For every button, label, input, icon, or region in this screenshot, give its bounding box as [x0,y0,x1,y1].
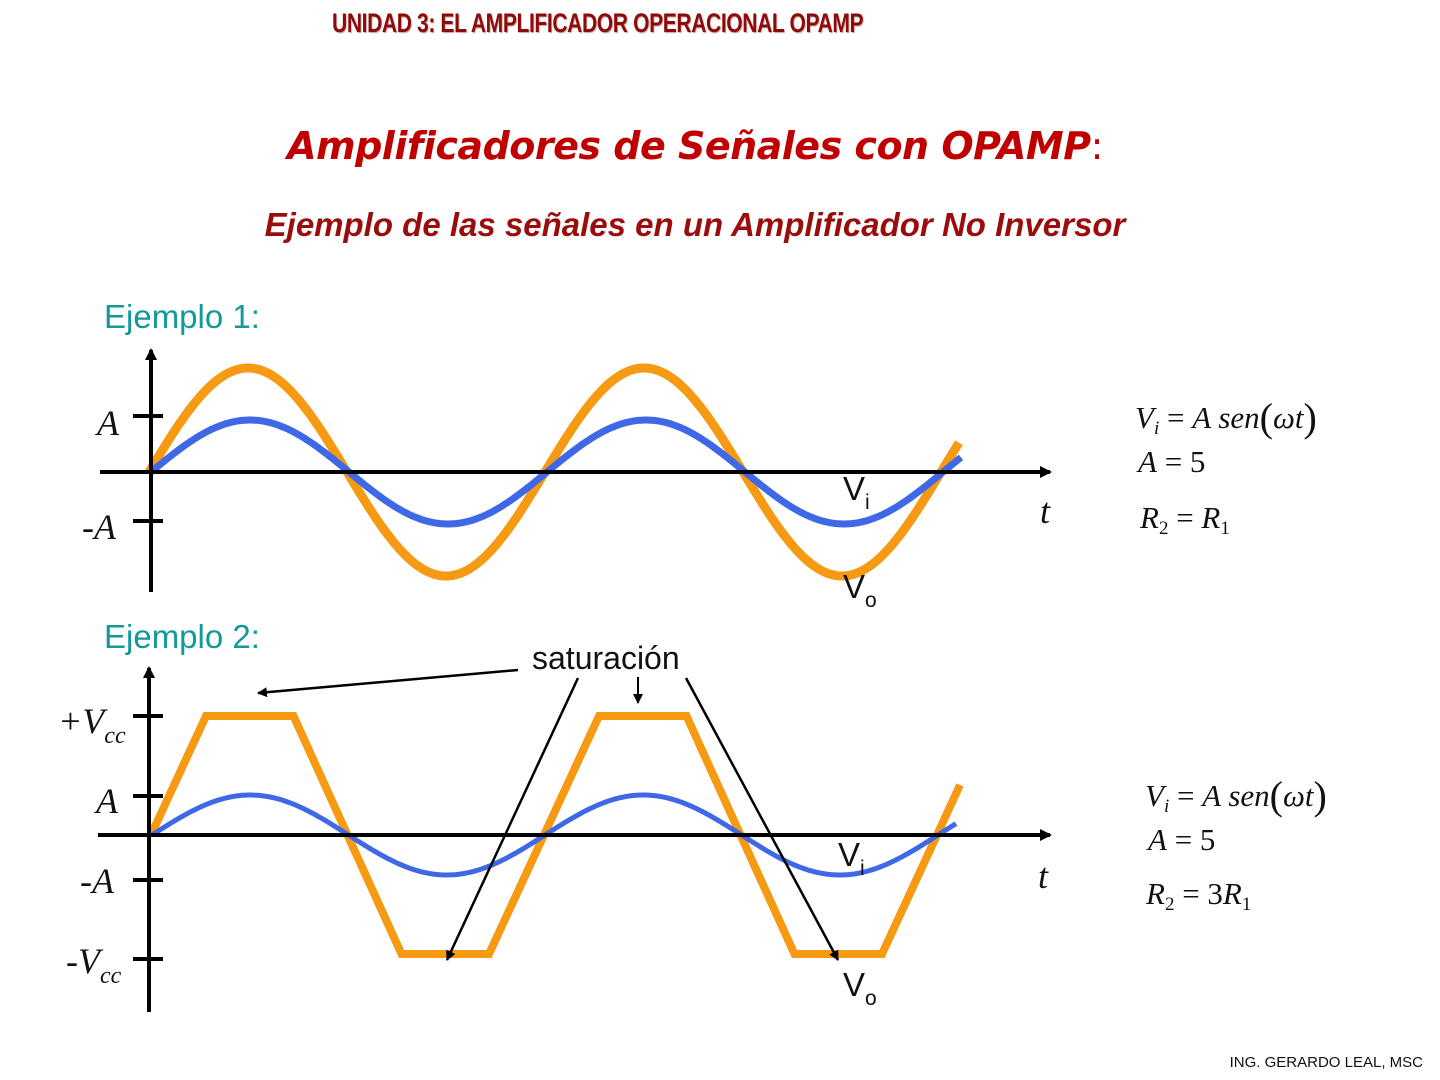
equation-a-2: A = 5 [1148,822,1216,857]
equation-r-2: R2 = 3R1 [1146,876,1252,915]
saturation-arrow-1 [257,668,519,698]
equation-r-1: R2 = R1 [1140,500,1230,539]
saturation-arrow-2 [445,677,580,961]
x-axis-label-1: t [1040,491,1051,531]
author-footer: ING. GERARDO LEAL, MSC [1229,1054,1423,1071]
example1-label: Ejemplo 1: [104,298,260,335]
slide-title-text: Amplificadores de Señales con OPAMP [287,124,1091,168]
saturation-arrow-4 [684,677,840,961]
vo-waveform-1 [145,363,963,581]
chart-example1 [100,348,1052,592]
equation-a-1: A = 5 [1138,444,1206,479]
example2-label: Ejemplo 2: [104,618,260,655]
unit-title: UNIDAD 3: EL AMPLIFICADOR OPERACIONAL OP… [332,8,864,38]
vi-label-1: Vi [843,470,870,514]
chart-example2 [98,666,1052,1012]
equation-vi-1: Vi = A sen(ωt) [1135,395,1317,440]
y-tick-label-a-1: A [97,403,119,443]
vo-waveform-2 [147,712,964,958]
vi-waveform-2 [150,792,958,878]
slide-subtitle: Ejemplo de las señales en un Amplificado… [264,206,1126,243]
y-tick-label-neg-a-2: -A [80,861,114,901]
vi-label-2: Vi [838,836,865,880]
x-axis-label-2: t [1038,856,1049,896]
vi-waveform-1 [148,416,964,528]
slide-title-colon: : [1090,124,1104,168]
equation-vi-2: Vi = A sen(ωt) [1145,773,1327,818]
slide-title: Amplificadores de Señales con OPAMP: [0,124,1390,168]
vo-label-1: Vo [843,568,877,612]
saturation-label: saturación [532,640,680,676]
y-tick-label-vcc: +Vcc [58,701,126,749]
y-tick-label-neg-a-1: -A [82,507,116,547]
y-tick-label-neg-vcc: -Vcc [66,941,122,989]
vo-label-2: Vo [843,966,877,1010]
y-tick-label-a-2: A [96,781,118,821]
